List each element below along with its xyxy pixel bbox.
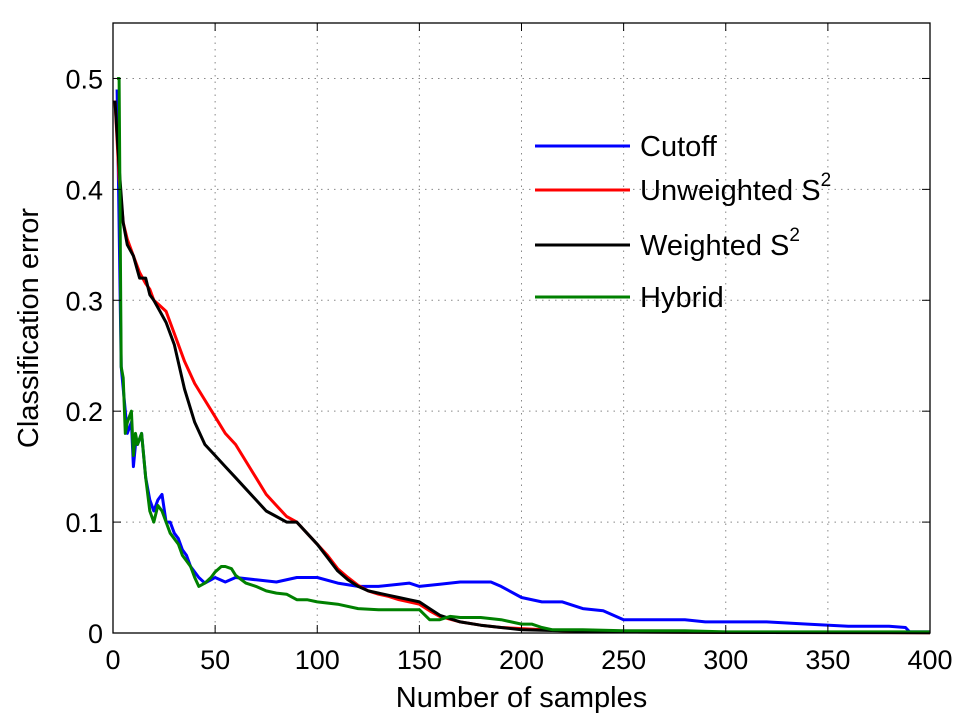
legend-label-text: Hybrid: [640, 282, 724, 314]
legend-label-text: Weighted S: [640, 230, 789, 262]
legend-label: Unweighted S2: [640, 170, 831, 207]
x-tick-label: 350: [805, 645, 850, 675]
y-tick-label: 0: [88, 619, 103, 649]
legend-label: Hybrid: [640, 282, 724, 314]
x-tick-label: 200: [499, 645, 544, 675]
legend-label-text: Unweighted S: [640, 175, 821, 207]
y-axis-label: Classification error: [13, 208, 45, 448]
y-tick-label: 0.5: [65, 64, 103, 94]
x-axis-label: Number of samples: [396, 682, 647, 714]
x-tick-label: 300: [703, 645, 748, 675]
x-tick-label: 150: [397, 645, 442, 675]
series-lines: [113, 77, 931, 635]
legend-label: Cutoff: [640, 131, 718, 163]
legend-label-superscript: 2: [821, 170, 832, 191]
y-tick-label: 0.4: [65, 175, 103, 205]
legend-label-text: Cutoff: [640, 131, 718, 163]
ticks: [112, 23, 931, 634]
x-tick-label: 250: [601, 645, 646, 675]
x-tick-label: 400: [907, 645, 952, 675]
x-tick-label: 100: [295, 645, 340, 675]
grid: [113, 23, 930, 633]
x-tick-label: 0: [105, 645, 120, 675]
legend-label: Weighted S2: [640, 225, 800, 262]
x-tick-label: 50: [200, 645, 230, 675]
series-line-4: [117, 77, 930, 634]
y-tick-label: 0.3: [65, 286, 103, 316]
y-tick-label: 0.2: [65, 397, 103, 427]
legend-label-superscript: 2: [789, 225, 800, 246]
series-line-3: [113, 100, 931, 635]
tick-labels: 0 50 100 150 200 250 300 350 400 0 0.1 0.2 0.3 0.4 0.5: [65, 64, 952, 675]
y-tick-label: 0.1: [65, 508, 103, 538]
